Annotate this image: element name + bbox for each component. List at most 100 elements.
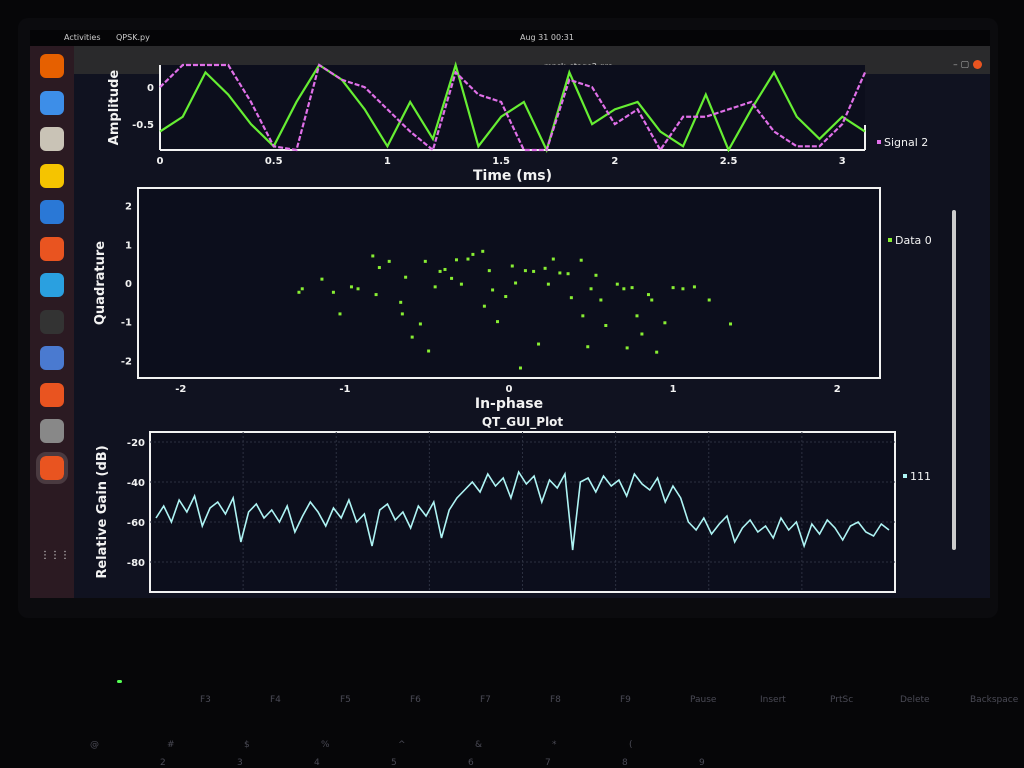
app-center-icon[interactable] xyxy=(40,236,64,261)
files-icon[interactable] xyxy=(40,127,64,151)
x-axis-label: Time (ms) xyxy=(473,168,552,184)
key[interactable]: F5 xyxy=(340,695,351,705)
y-tick-label: -0.5 xyxy=(132,120,154,131)
y-axis-label: Relative Gain (dB) xyxy=(95,445,110,578)
key[interactable]: * xyxy=(552,740,557,750)
series-line-111 xyxy=(155,470,890,551)
key[interactable]: # xyxy=(167,740,175,750)
data-point xyxy=(599,298,603,302)
data-point xyxy=(604,324,608,327)
data-point xyxy=(450,276,454,280)
series-line-signal-2 xyxy=(159,63,867,153)
terminal-icon[interactable] xyxy=(40,309,64,334)
y-tick-label: -80 xyxy=(127,558,145,569)
key[interactable]: $ xyxy=(244,740,250,750)
y-tick-label: -2 xyxy=(121,356,132,367)
x-tick-label: -1 xyxy=(339,384,350,395)
key[interactable]: 5 xyxy=(391,758,397,768)
data-point xyxy=(331,290,335,294)
settings-icon[interactable] xyxy=(40,419,64,443)
data-point xyxy=(349,285,353,289)
data-point xyxy=(433,285,437,289)
data-point xyxy=(543,266,547,270)
key[interactable]: % xyxy=(321,740,330,750)
key[interactable]: @ xyxy=(90,740,99,750)
window-controls: – ▢ xyxy=(953,60,982,70)
y-tick-label: -40 xyxy=(127,478,145,489)
scrollbar[interactable] xyxy=(952,210,956,550)
minimize-icon[interactable]: – xyxy=(953,60,958,70)
key[interactable]: PrtSc xyxy=(830,695,854,705)
close-icon[interactable] xyxy=(973,60,982,69)
data-point xyxy=(537,342,541,346)
data-point xyxy=(558,271,562,275)
data-point xyxy=(569,296,573,300)
x-tick-label: -2 xyxy=(175,384,186,395)
data-point xyxy=(546,282,550,286)
x-tick-label: 2 xyxy=(834,384,841,395)
key[interactable]: ^ xyxy=(398,740,406,750)
key[interactable]: Delete xyxy=(900,695,930,705)
data-point xyxy=(504,295,508,299)
data-point xyxy=(427,349,431,353)
clock[interactable]: Aug 31 00:31 xyxy=(520,33,574,42)
show-apps-icon[interactable]: ⋮⋮⋮ xyxy=(40,544,70,568)
legend-swatch xyxy=(888,238,892,242)
writer-icon[interactable] xyxy=(40,200,64,224)
gnuradio-icon[interactable] xyxy=(40,382,64,407)
data-point xyxy=(371,254,375,258)
data-point xyxy=(518,366,522,370)
key[interactable]: F9 xyxy=(620,695,631,705)
data-point xyxy=(579,258,583,262)
data-point xyxy=(622,287,626,291)
data-point xyxy=(418,322,422,326)
maximize-icon[interactable]: ▢ xyxy=(960,60,969,70)
key[interactable]: Insert xyxy=(760,695,786,705)
app-menu[interactable]: QPSK.py xyxy=(116,33,150,42)
y-tick-label: 2 xyxy=(125,202,132,213)
data-point xyxy=(377,266,381,270)
key[interactable]: Pause xyxy=(690,695,717,705)
y-tick-label: 0 xyxy=(147,83,154,94)
data-point xyxy=(471,252,475,256)
screen: Activities QPSK.py Aug 31 00:31 ⋮⋮⋮ mpsk… xyxy=(30,30,990,598)
key[interactable]: Backspace xyxy=(970,695,1019,705)
data-point xyxy=(496,320,500,324)
key[interactable]: F6 xyxy=(410,695,421,705)
data-point xyxy=(589,287,593,291)
data-point xyxy=(671,286,675,290)
key[interactable]: F3 xyxy=(200,695,211,705)
constellation-plot-frame xyxy=(137,187,881,379)
data-point xyxy=(707,298,711,302)
key[interactable]: F7 xyxy=(480,695,491,705)
y-tick-label: 0 xyxy=(125,279,132,290)
legend-swatch xyxy=(877,140,881,144)
thunderbird-icon[interactable] xyxy=(40,90,64,115)
key[interactable]: & xyxy=(475,740,483,750)
data-point xyxy=(491,288,495,292)
help-icon[interactable] xyxy=(40,273,64,297)
legend-label: Signal 2 xyxy=(884,136,928,149)
key[interactable]: 2 xyxy=(160,758,166,768)
data-point xyxy=(399,300,403,304)
key[interactable]: ( xyxy=(629,740,633,750)
key[interactable]: F8 xyxy=(550,695,561,705)
x-tick-label: 0 xyxy=(157,156,164,167)
gnuradio-companion-icon[interactable] xyxy=(36,451,68,484)
firefox-icon[interactable] xyxy=(40,54,64,78)
key[interactable]: 3 xyxy=(237,758,243,768)
text-editor-icon[interactable] xyxy=(40,346,64,370)
key[interactable]: 7 xyxy=(545,758,551,768)
key[interactable]: 9 xyxy=(699,758,705,768)
key[interactable]: 8 xyxy=(622,758,628,768)
key[interactable]: 6 xyxy=(468,758,474,768)
key[interactable]: 4 xyxy=(314,758,320,768)
time-plot-canvas xyxy=(160,65,865,150)
key[interactable]: F4 xyxy=(270,695,281,705)
data-point xyxy=(356,287,360,291)
legend-label: Data 0 xyxy=(895,234,932,247)
data-point xyxy=(615,282,619,286)
activities-button[interactable]: Activities xyxy=(64,33,101,42)
rhythmbox-icon[interactable] xyxy=(40,163,64,188)
data-point xyxy=(551,257,555,261)
